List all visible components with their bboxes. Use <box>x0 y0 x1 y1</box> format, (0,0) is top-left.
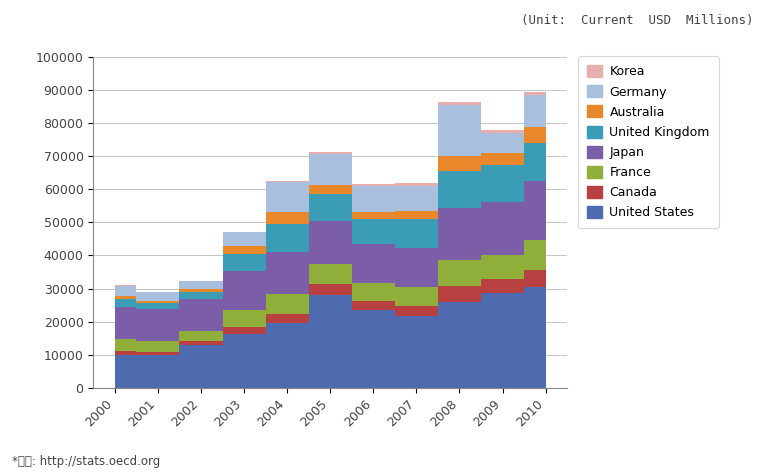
Text: *자료: http://stats.oecd.org: *자료: http://stats.oecd.org <box>12 455 160 468</box>
Text: (Unit:  Current  USD  Millions): (Unit: Current USD Millions) <box>521 14 754 27</box>
Legend: Korea, Germany, Australia, United Kingdom, Japan, France, Canada, United States: Korea, Germany, Australia, United Kingdo… <box>578 56 719 228</box>
